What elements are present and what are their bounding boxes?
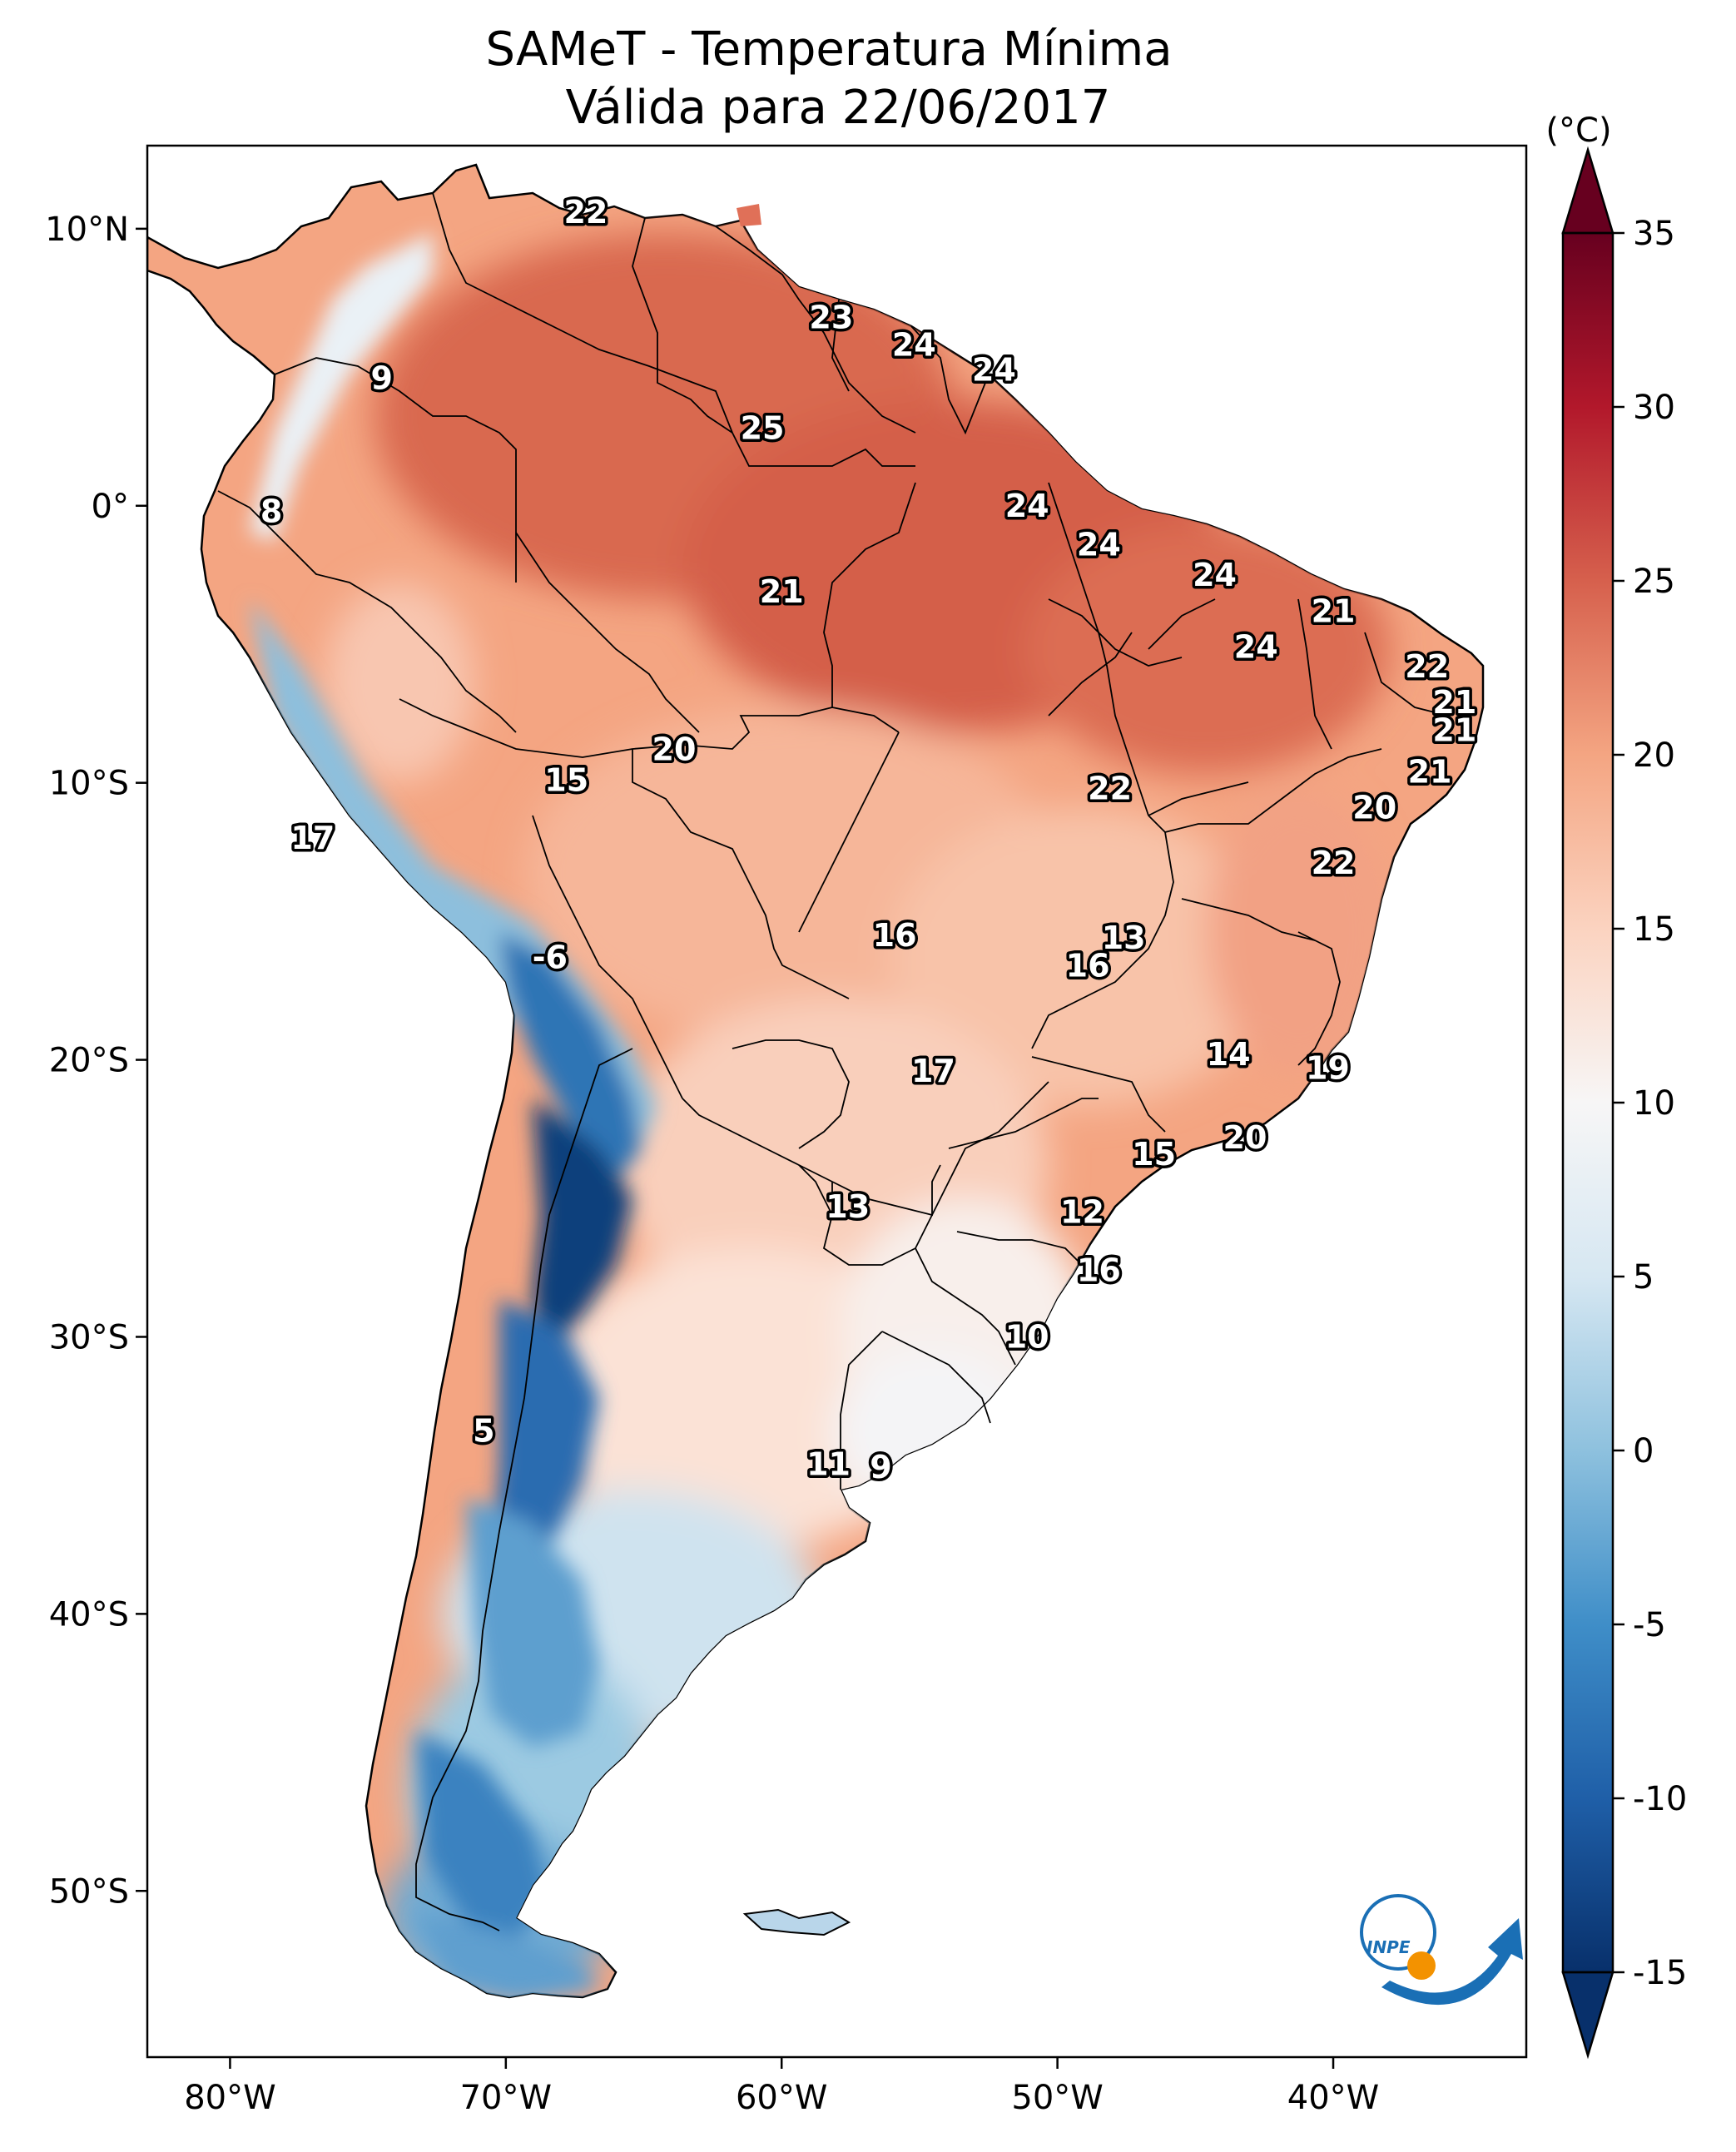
lon-tick-label: 50°W xyxy=(1011,2079,1103,2117)
temperature-label: 20 xyxy=(1352,790,1396,826)
temperature-label: 21 xyxy=(1312,593,1356,629)
temperature-label: 16 xyxy=(1077,1252,1121,1289)
colorbar-tick-label: 35 xyxy=(1633,215,1675,253)
lat-tick-label: 10°N xyxy=(45,211,129,249)
temperature-label: 13 xyxy=(1102,920,1146,956)
colorbar-tick-label: 10 xyxy=(1633,1084,1675,1123)
colorbar-tick-label: -15 xyxy=(1633,1954,1687,1992)
temperature-label: 11 xyxy=(806,1446,851,1483)
title-line-1: SAMeT - Temperatura Mínima xyxy=(485,22,1172,77)
temperature-label: 19 xyxy=(1306,1050,1350,1087)
colorbar-tick-label: 25 xyxy=(1633,563,1675,601)
temperature-label: 25 xyxy=(741,410,785,447)
colorbar-gradient xyxy=(1563,233,1613,1972)
temperature-label: 24 xyxy=(1077,526,1121,563)
temperature-label: 21 xyxy=(1432,684,1476,721)
colorbar-tick-label: -5 xyxy=(1633,1606,1666,1644)
temperature-label: 24 xyxy=(892,327,936,364)
colorbar-unit: (°C) xyxy=(1545,112,1611,150)
temperature-label: 24 xyxy=(972,352,1016,389)
colorbar-tick-label: 30 xyxy=(1633,389,1675,427)
temperature-label: 5 xyxy=(473,1413,494,1450)
temperature-label: 8 xyxy=(260,493,282,529)
colorbar-tick-label: 0 xyxy=(1633,1432,1654,1470)
lon-tick-label: 80°W xyxy=(184,2079,275,2117)
temperature-label: 13 xyxy=(826,1188,870,1225)
temperature-label: 14 xyxy=(1207,1036,1251,1073)
country-borders xyxy=(217,192,1449,1931)
temperature-label: 22 xyxy=(1088,770,1132,806)
temperature-label: 24 xyxy=(1234,629,1278,666)
colorbar-tick-label: -10 xyxy=(1633,1780,1687,1818)
temperature-label: 20 xyxy=(652,731,697,768)
colorbar: (°C) 35 30 25 20 15 10 5 0 -5 -10 -15 xyxy=(1545,112,1687,2060)
temperature-label: 9 xyxy=(370,360,392,397)
colorbar-tick-label: 5 xyxy=(1633,1258,1654,1297)
temperature-label: 22 xyxy=(563,194,608,231)
colorbar-extend-top xyxy=(1561,146,1614,235)
lat-tick-label: 30°S xyxy=(49,1318,129,1356)
temperature-label: 24 xyxy=(1005,488,1049,524)
map-plot-area xyxy=(147,146,1526,2057)
temperature-label: 12 xyxy=(1060,1194,1104,1231)
lat-tick-label: 50°S xyxy=(49,1872,129,1911)
temperature-label: 20 xyxy=(1223,1119,1267,1156)
lat-tick-label: 20°S xyxy=(49,1042,129,1080)
title-line-2: Válida para 22/06/2017 xyxy=(566,81,1111,135)
temperature-label: 22 xyxy=(1405,648,1449,685)
falkland-islands xyxy=(742,1908,851,1936)
temperature-label: 15 xyxy=(1132,1136,1176,1173)
temperature-label: 21 xyxy=(1408,753,1452,790)
map-frame xyxy=(146,144,1528,2059)
lon-tick-label: 40°W xyxy=(1287,2079,1379,2117)
inpe-logo: INPE xyxy=(1360,1894,1523,2006)
temperature-label: 24 xyxy=(1193,557,1237,593)
colorbar-extend-bottom xyxy=(1561,1971,1614,2060)
temperature-label: 21 xyxy=(1432,712,1476,748)
temperature-label: 9 xyxy=(870,1449,891,1485)
latitude-axis: 10°N 0° 10°S 20°S 30°S 40°S 50°S xyxy=(45,211,147,1911)
temperature-label: 22 xyxy=(1312,845,1356,881)
temperature-label: 23 xyxy=(809,299,853,335)
temperature-label: 21 xyxy=(760,573,804,610)
temperature-label: 16 xyxy=(1066,947,1110,984)
colorbar-tick-label: 15 xyxy=(1633,910,1675,949)
temperature-label: 17 xyxy=(290,820,335,856)
lat-tick-label: 10°S xyxy=(49,765,129,803)
longitude-axis: 80°W 70°W 60°W 50°W 40°W xyxy=(184,2057,1379,2117)
temperature-label: 16 xyxy=(873,917,917,954)
trinidad xyxy=(737,204,761,226)
colorbar-tick-label: 20 xyxy=(1633,736,1675,775)
lat-tick-label: 40°S xyxy=(49,1595,129,1634)
colorbar-ticks: 35 30 25 20 15 10 5 0 -5 -10 -15 xyxy=(1613,215,1687,1992)
temperature-label: 10 xyxy=(1005,1318,1049,1355)
temperature-label: 17 xyxy=(911,1053,955,1089)
lon-tick-label: 60°W xyxy=(736,2079,827,2117)
temperature-label: 15 xyxy=(544,761,588,798)
lon-tick-label: 70°W xyxy=(460,2079,552,2117)
temperature-label: -6 xyxy=(533,939,568,975)
lat-tick-label: 0° xyxy=(92,488,129,526)
inpe-logo-text: INPE xyxy=(1366,1937,1411,1957)
